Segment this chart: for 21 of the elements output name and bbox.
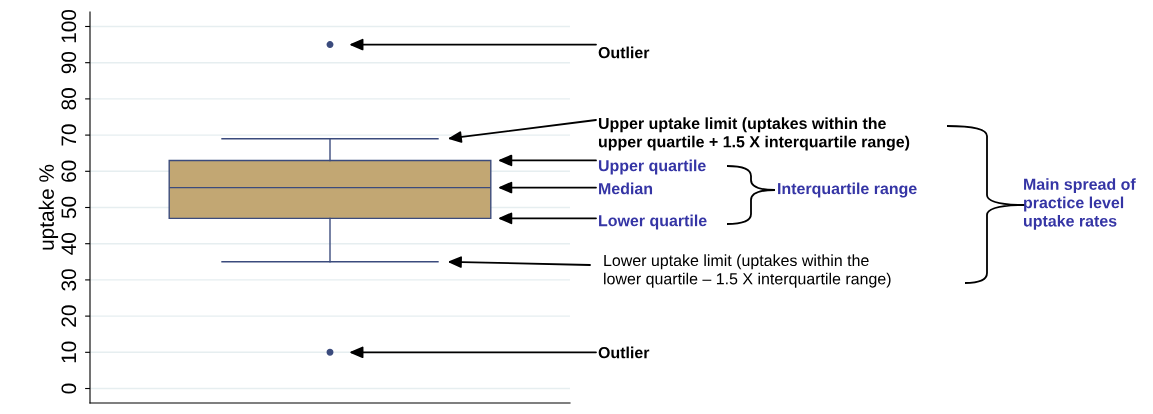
y-tick-label: 100 — [61, 9, 77, 43]
text: Lower uptake limit (uptakes within the lower quartile – 1.5 X interquartile range) — [604, 254, 891, 288]
y-tick-label: 70 — [61, 124, 77, 146]
y-axis-title: uptake % — [38, 164, 59, 250]
y-tick-label: 20 — [61, 305, 77, 327]
y-tick-label: 10 — [61, 341, 77, 363]
text: Upper quartile — [598, 159, 706, 175]
text: Interquartile range — [778, 182, 917, 198]
y-tick-label: 40 — [61, 232, 77, 255]
text: Outlier — [598, 46, 650, 59]
text: Outlier — [598, 346, 650, 359]
y-tick-label: 0 — [61, 383, 77, 394]
text: Main spread of practice level uptake rates — [1023, 178, 1136, 230]
y-tick-label: 60 — [61, 160, 77, 182]
y-tick-label: 50 — [61, 196, 77, 219]
text: Upper uptake limit (uptakes within the upper quartile + 1.5 X interquartile range) — [598, 117, 910, 151]
text: Lower quartile — [599, 214, 707, 230]
y-tick-label: 80 — [61, 88, 77, 110]
y-tick-label: 30 — [61, 269, 77, 291]
y-tick-label: 90 — [61, 51, 77, 74]
text: Median — [599, 182, 653, 195]
